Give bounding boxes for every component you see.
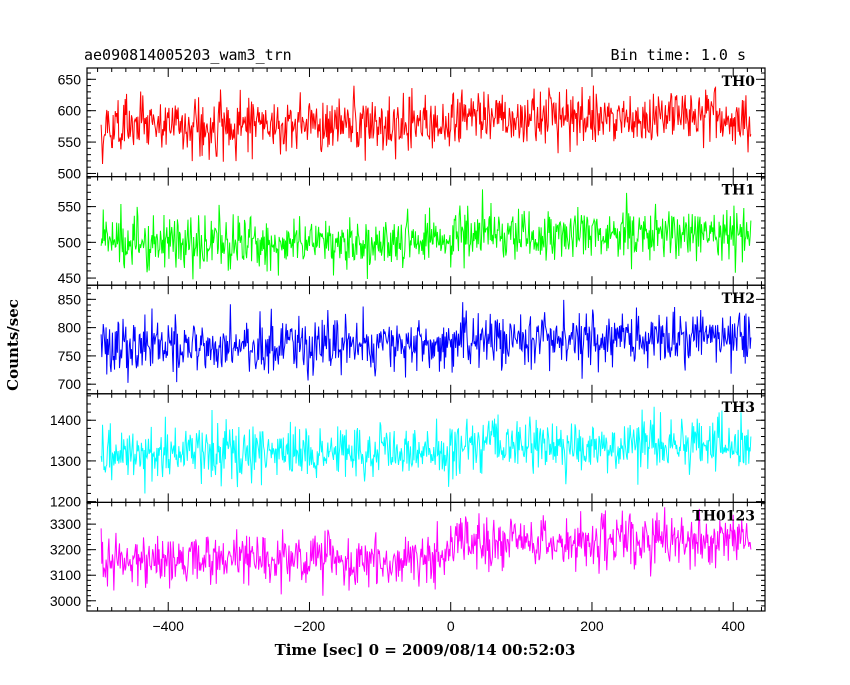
series-line-th3	[100, 406, 752, 494]
series-line-th2	[100, 299, 752, 383]
panel-frame	[86, 501, 766, 612]
panel-label-th3: TH3	[722, 400, 755, 416]
y-tick-label: 600	[58, 103, 82, 119]
x-tick-label: −400	[152, 618, 184, 634]
y-tick-label: 800	[58, 320, 82, 336]
y-tick-label: 1200	[50, 494, 81, 510]
chart-title: ae090814005203_wam3_trn	[84, 46, 292, 64]
y-tick-label: 3300	[50, 516, 81, 532]
y-tick-label: 450	[58, 270, 82, 286]
bin-time-label: Bin time: 1.0 s	[611, 46, 746, 64]
panel-label-th2: TH2	[722, 291, 755, 307]
x-tick-label: 0	[447, 618, 455, 634]
x-tick-label: 400	[722, 618, 746, 634]
series-line-th0123	[100, 507, 752, 596]
y-tick-label: 550	[58, 134, 82, 150]
x-tick-label: 200	[580, 618, 604, 634]
y-tick-label: 1400	[50, 412, 81, 428]
series-line-th0	[100, 85, 752, 164]
y-tick-label: 3100	[50, 567, 81, 583]
y-tick-label: 3200	[50, 542, 81, 558]
y-tick-label: 500	[58, 165, 82, 181]
y-axis-label: Counts/sec	[4, 299, 22, 391]
y-tick-label: 3000	[50, 593, 81, 609]
y-tick-label: 700	[58, 376, 82, 392]
y-tick-label: 650	[58, 71, 82, 87]
y-tick-label: 750	[58, 348, 82, 364]
panel-label-th0: TH0	[722, 74, 756, 90]
series-line-th1	[100, 189, 752, 280]
y-tick-label: 550	[58, 199, 82, 215]
x-axis-label: Time [sec] 0 = 2009/08/14 00:52:03	[275, 641, 576, 659]
x-tick-label: −200	[294, 618, 326, 634]
y-tick-label: 850	[58, 291, 82, 307]
panel-label-th0123: TH0123	[692, 508, 755, 524]
panel-label-th1: TH1	[722, 183, 755, 199]
y-tick-label: 1300	[50, 453, 81, 469]
y-tick-label: 500	[58, 234, 82, 250]
panels-group: 500 550 600 650 TH0 450 500 550 TH1 700 750 800 850 T…	[50, 67, 766, 634]
